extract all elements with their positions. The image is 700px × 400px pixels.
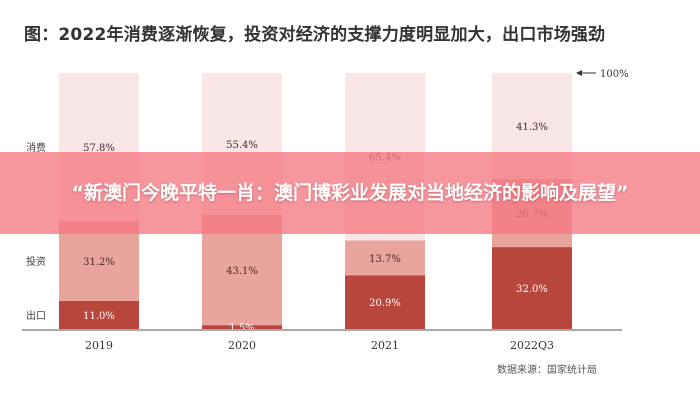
source-note: 数据来源：国家统计局 bbox=[497, 365, 597, 376]
data-label-消费-2022Q3: 41.3% bbox=[516, 122, 548, 133]
x-tick-label-2019: 2019 bbox=[85, 339, 113, 352]
bar-出口-2022Q3 bbox=[492, 247, 572, 329]
data-label-出口-2020: 1.5% bbox=[229, 323, 254, 334]
data-label-消费-2019: 57.8% bbox=[83, 143, 115, 154]
data-label-出口-2019: 11.0% bbox=[83, 311, 115, 322]
data-label-消费-2020: 55.4% bbox=[226, 140, 258, 151]
data-label-投资-2020: 43.1% bbox=[226, 266, 258, 277]
bar-出口-2019 bbox=[59, 300, 139, 329]
bar-出口-2020 bbox=[202, 325, 282, 329]
x-tick-label-2022Q3: 2022Q3 bbox=[510, 339, 554, 352]
x-tick-label-2020: 2020 bbox=[228, 339, 256, 352]
chart-title: 图：2022年消费逐渐恢复，投资对经济的支撑力度明显加大，出口市场强劲 bbox=[24, 25, 606, 45]
bar-投资-2019 bbox=[59, 220, 139, 301]
data-label-投资-2019: 31.2% bbox=[83, 257, 115, 268]
data-label-投资-2021: 13.7% bbox=[369, 254, 401, 265]
banner-title: “新澳门今晚平特一肖：澳门博彩业发展对当地经济的影响及展望” bbox=[71, 181, 629, 204]
legend-label-0: 出口 bbox=[26, 309, 46, 322]
annotation-100-label: 100% bbox=[600, 69, 629, 80]
legend-label-1: 投资 bbox=[26, 255, 46, 268]
data-label-出口-2021: 20.9% bbox=[369, 298, 401, 309]
data-label-出口-2022Q3: 32.0% bbox=[516, 284, 548, 295]
x-tick-label-2021: 2021 bbox=[371, 339, 399, 352]
legend-label-2: 消费 bbox=[26, 141, 46, 154]
bar-投资-2021 bbox=[345, 240, 425, 276]
overlay-banner: “新澳门今晚平特一肖：澳门博彩业发展对当地经济的影响及展望” bbox=[0, 152, 700, 234]
bar-出口-2021 bbox=[345, 275, 425, 329]
annotation-arrow-head bbox=[576, 70, 582, 76]
